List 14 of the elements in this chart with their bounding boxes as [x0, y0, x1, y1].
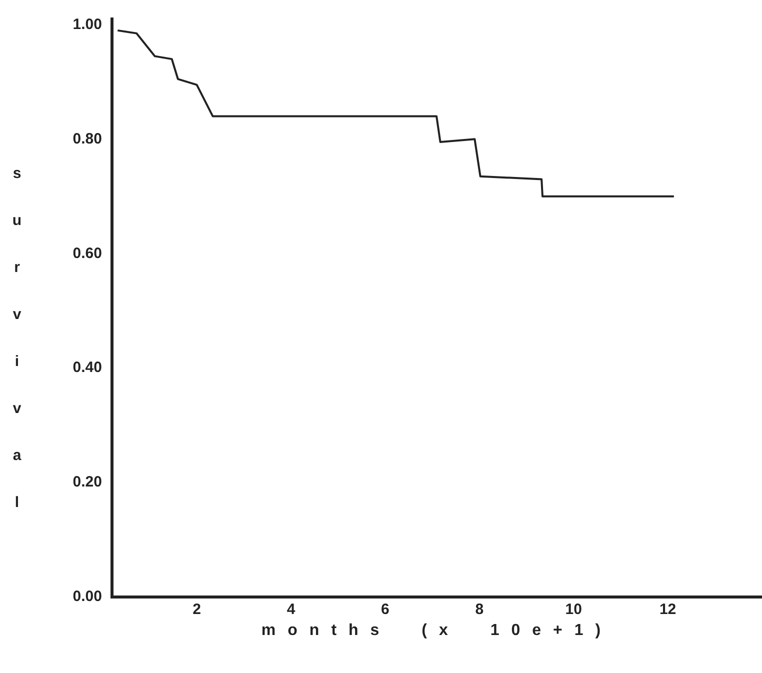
x-axis-title: months (x 10e+1): [260, 622, 614, 640]
y-tick-label: 0.60: [72, 244, 102, 262]
x-tick-label: 12: [659, 601, 676, 618]
x-tick-label: 4: [286, 601, 296, 618]
y-tick-label: 0.00: [72, 588, 102, 606]
y-tick-label: 0.80: [72, 130, 102, 148]
x-tick-label: 6: [381, 601, 390, 618]
x-tick-label: 10: [565, 601, 582, 618]
y-tick-label: 1.00: [72, 16, 102, 33]
x-tick-label: 8: [475, 601, 484, 618]
y-tick-label: 0.40: [72, 359, 102, 376]
y-tick-label: 0.20: [72, 474, 102, 491]
x-tick-label: 2: [192, 601, 201, 618]
text: survival: [12, 165, 22, 511]
